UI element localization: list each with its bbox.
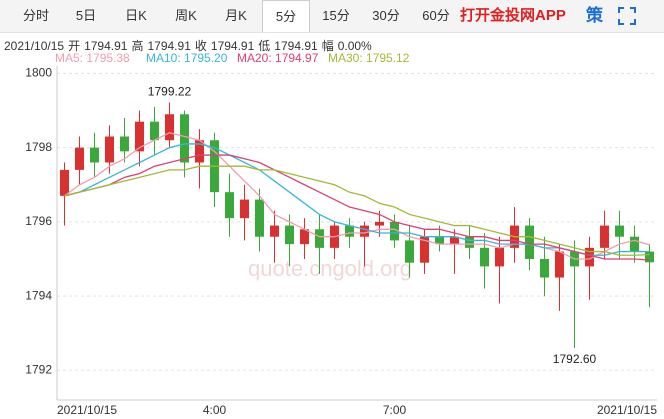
candle-body bbox=[420, 236, 429, 263]
y-tick-label: 1800 bbox=[25, 66, 52, 80]
candle-body bbox=[465, 236, 474, 248]
app-link[interactable]: 打开金投网APP bbox=[460, 7, 566, 24]
candle-body bbox=[375, 221, 384, 226]
tab-bar: 打开金投网APP 策 分时 5日 日K 周K 月K 5分 15分 30分 60分 bbox=[0, 0, 664, 33]
info-value: 1794.91 bbox=[210, 39, 255, 53]
tab[interactable]: 日K bbox=[125, 8, 147, 23]
candle-body bbox=[60, 169, 69, 196]
info-label: 高 bbox=[131, 39, 144, 53]
candle-body bbox=[120, 136, 129, 152]
candle-body bbox=[645, 251, 654, 263]
candle-body bbox=[225, 192, 234, 219]
candle-body bbox=[405, 240, 414, 263]
candle-body bbox=[240, 199, 249, 219]
candle-body bbox=[285, 225, 294, 245]
legend-entry: MA30: 1795.12 bbox=[328, 51, 410, 65]
fullscreen-icon[interactable] bbox=[617, 6, 637, 26]
y-tick-label: 1796 bbox=[25, 214, 52, 228]
candle-body bbox=[255, 199, 264, 237]
legend-entry: MA5: 1795.38 bbox=[55, 51, 130, 65]
tab[interactable]: 15分 bbox=[322, 8, 350, 23]
candle-body bbox=[435, 236, 444, 245]
info-date: 2021/10/15 bbox=[4, 39, 65, 53]
candle-body bbox=[585, 247, 594, 267]
tab[interactable]: 30分 bbox=[372, 8, 400, 23]
info-value: 0.00% bbox=[337, 39, 372, 53]
annotation: 1799.22 bbox=[148, 85, 192, 99]
candle-body bbox=[135, 121, 144, 152]
candle-body bbox=[345, 225, 354, 237]
candle-body bbox=[300, 229, 309, 245]
candle-body bbox=[630, 236, 639, 252]
x-tick-label: 4:00 bbox=[203, 403, 227, 417]
y-tick-label: 1792 bbox=[25, 362, 52, 376]
legend-entry: MA20: 1794.97 bbox=[237, 51, 319, 65]
info-label: 开 bbox=[68, 39, 81, 53]
strategy-button[interactable]: 策 bbox=[586, 6, 603, 25]
candle-body bbox=[615, 225, 624, 237]
candle-body bbox=[75, 147, 84, 170]
ma-line bbox=[64, 165, 650, 256]
tab[interactable]: 月K bbox=[225, 8, 247, 23]
candle-body bbox=[450, 236, 459, 245]
candle-body bbox=[480, 247, 489, 267]
candle-body bbox=[315, 229, 324, 248]
candle-body bbox=[195, 140, 204, 163]
info-value: 1794.91 bbox=[84, 39, 128, 53]
x-tick-label: 7:00 bbox=[383, 403, 407, 417]
tab[interactable]: 分时 bbox=[22, 8, 49, 23]
tab[interactable]: 5日 bbox=[75, 8, 97, 23]
info-label: 低 bbox=[258, 39, 271, 53]
info-value: 1794.91 bbox=[147, 39, 191, 53]
candle-body bbox=[270, 225, 279, 237]
legend-entry: MA10: 1795.20 bbox=[146, 51, 228, 65]
y-tick-label: 1798 bbox=[25, 140, 52, 154]
candle-body bbox=[360, 225, 369, 237]
tab[interactable]: 60分 bbox=[422, 8, 450, 23]
ma-line bbox=[64, 143, 650, 256]
candle-body bbox=[600, 225, 609, 248]
x-tick-label: 2021/10/15 bbox=[57, 403, 117, 417]
ma-line bbox=[64, 132, 650, 260]
info-label: 幅 bbox=[321, 39, 334, 53]
y-tick-label: 1794 bbox=[25, 288, 52, 302]
candle-body bbox=[555, 251, 564, 278]
annotation: 1792.60 bbox=[553, 352, 597, 366]
candle-body bbox=[150, 121, 159, 141]
info-label: 收 bbox=[194, 39, 207, 53]
candle-body bbox=[90, 147, 99, 163]
candle-body bbox=[390, 221, 399, 241]
candle-body bbox=[180, 114, 189, 163]
tab[interactable]: 5分 bbox=[262, 0, 310, 32]
info-value: 1794.91 bbox=[274, 39, 318, 53]
candle-body bbox=[165, 114, 174, 141]
tab[interactable]: 周K bbox=[175, 8, 197, 23]
candle-body bbox=[540, 258, 549, 278]
candle-body bbox=[105, 136, 114, 163]
ma-line bbox=[64, 154, 650, 261]
info-line: 2021/10/15 开 1794.91 高 1794.91 收 1794.91 低 1794.… bbox=[4, 37, 376, 54]
candle-body bbox=[495, 247, 504, 267]
watermark: quote.cngold.org bbox=[248, 256, 412, 281]
candle-body bbox=[525, 225, 534, 259]
x-tick-label: 2021/10/15 bbox=[597, 403, 657, 417]
